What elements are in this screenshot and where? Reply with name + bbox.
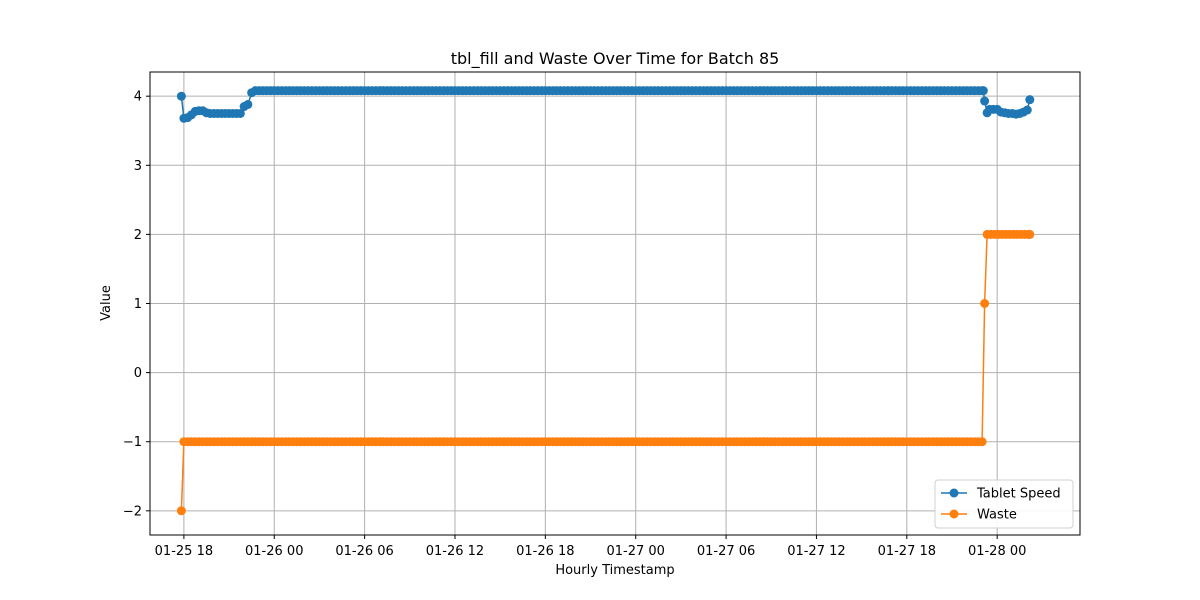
y-axis: −2 −1 0 1 2 3 4 [123,90,150,519]
legend-label: Waste [977,508,1017,523]
x-tick-label: 01-26 18 [516,544,574,559]
series-waste [176,229,1035,516]
y-tick-label: −1 [123,435,142,450]
data-point [978,86,988,96]
chart-title: tbl_fill and Waste Over Time for Batch 8… [451,49,780,69]
y-tick-label: 4 [134,90,142,105]
data-point [977,437,987,447]
x-tick-label: 01-27 00 [606,544,664,559]
x-axis: 01-25 18 01-26 00 01-26 06 01-26 12 01-26 18… [155,535,1026,559]
data-point [1025,95,1035,105]
x-tick-label: 01-26 00 [245,544,303,559]
x-tick-label: 01-26 06 [335,544,393,559]
data-point [176,506,186,516]
y-tick-label: 1 [134,297,142,312]
data-point [1022,105,1032,115]
data-point [243,99,253,109]
data-point [235,108,245,118]
data-point [980,96,990,106]
legend: Tablet Speed Waste [934,479,1074,529]
legend-swatch-marker [949,488,959,498]
data-point [176,91,186,101]
legend-swatch-marker [949,509,959,519]
x-tick-label: 01-27 12 [787,544,845,559]
x-axis-label: Hourly Timestamp [555,563,674,578]
y-tick-label: −2 [123,504,142,519]
y-tick-label: 2 [134,228,142,243]
x-tick-label: 01-26 12 [426,544,484,559]
grid-lines [150,72,1080,535]
x-tick-label: 01-27 06 [697,544,755,559]
series-tablet-speed [176,86,1035,123]
legend-box [934,479,1074,529]
x-tick-label: 01-28 00 [968,544,1026,559]
data-point [1025,229,1035,239]
y-axis-label: Value [99,285,114,321]
x-tick-label: 01-25 18 [155,544,213,559]
x-tick-label: 01-27 18 [878,544,936,559]
y-tick-label: 0 [134,366,142,381]
data-point [980,299,990,308]
y-tick-label: 3 [134,159,142,174]
legend-label: Tablet Speed [976,487,1061,502]
series-layer [176,86,1035,516]
